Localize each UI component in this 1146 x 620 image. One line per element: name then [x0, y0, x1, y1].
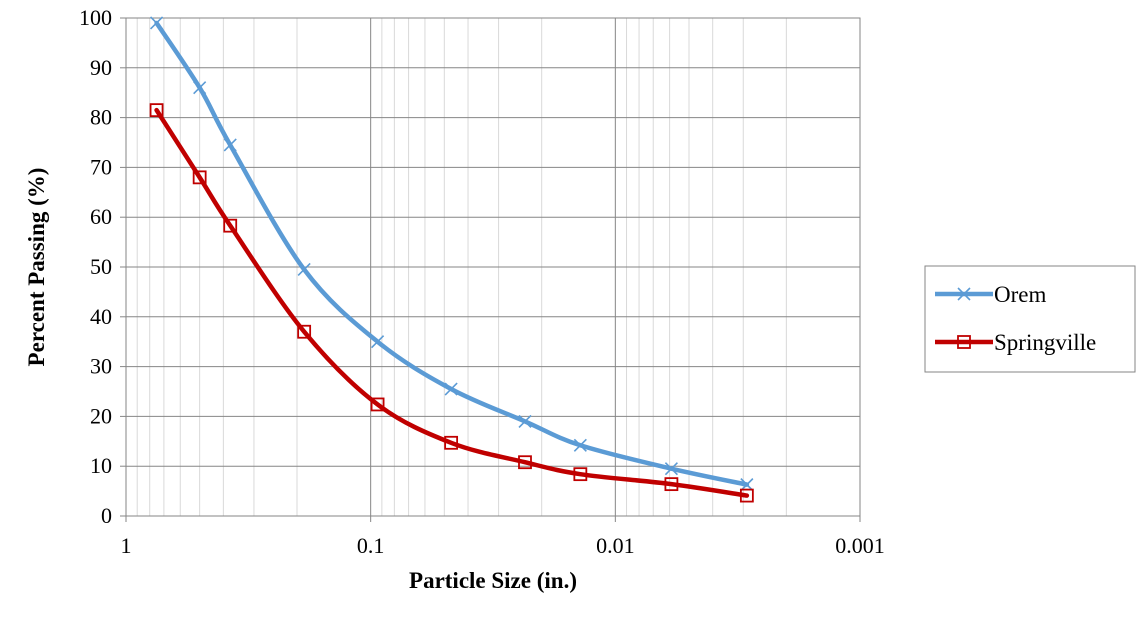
data-point-orem: [150, 16, 164, 30]
y-tick-label: 20: [90, 403, 112, 428]
y-tick-label: 100: [79, 5, 112, 30]
data-point-orem: [193, 81, 207, 95]
legend-label: Springville: [994, 330, 1096, 355]
y-axis-title: Percent Passing (%): [24, 168, 49, 367]
data-point-orem: [664, 462, 678, 476]
x-tick-label: 0.001: [835, 533, 885, 558]
y-tick-label: 40: [90, 304, 112, 329]
data-point-orem: [573, 438, 587, 452]
series-layer: [149, 16, 754, 503]
data-point-springville: [370, 397, 385, 412]
y-tick-label: 10: [90, 453, 112, 478]
data-point-orem: [518, 414, 532, 428]
data-point-springville: [223, 218, 238, 233]
series-springville: [149, 103, 754, 503]
marker-stroke: [664, 462, 678, 476]
data-point-springville: [518, 455, 532, 470]
data-point-springville: [192, 170, 207, 185]
legend-box: [924, 265, 1136, 373]
x-tick-label: 0.01: [596, 533, 635, 558]
series-orem: [150, 16, 754, 492]
legend-swatch-marker: [957, 287, 971, 301]
data-point-orem: [371, 335, 385, 349]
marker-stroke: [518, 414, 532, 428]
marker-stroke: [297, 262, 311, 277]
marker-stroke: [223, 138, 237, 152]
legend-label: Orem: [994, 282, 1046, 307]
data-point-springville: [149, 103, 164, 118]
marker-stroke: [193, 81, 207, 95]
y-tick-label: 30: [90, 354, 112, 379]
x-axis-title: Particle Size (in.): [409, 568, 577, 593]
data-point-orem: [740, 478, 754, 492]
marker-stroke: [957, 287, 971, 301]
grid-layer: [125, 17, 861, 517]
legend-item-orem: Orem: [935, 282, 1046, 307]
data-point-springville: [444, 435, 459, 450]
marker-stroke: [371, 335, 385, 349]
x-tick-label: 1: [121, 533, 132, 558]
legend-item-springville: Springville: [935, 330, 1096, 355]
data-point-orem: [297, 262, 311, 277]
y-tick-label: 60: [90, 204, 112, 229]
data-point-springville: [573, 467, 588, 482]
marker-stroke: [444, 382, 458, 396]
data-point-orem: [223, 138, 237, 152]
legend-swatch-marker: [957, 335, 971, 349]
y-tick-label: 90: [90, 55, 112, 80]
marker-stroke: [740, 478, 754, 492]
y-tick-label: 50: [90, 254, 112, 279]
series-line-orem: [154, 20, 750, 487]
tick-label-layer: 0 10 20 30 40 50 60 70 80 90 100 1 0.1 0.01 0.001: [79, 5, 885, 558]
data-point-springville: [297, 324, 312, 339]
axis-layer: [120, 17, 861, 522]
legend-items: Orem Springville: [935, 282, 1096, 355]
marker-stroke: [573, 438, 587, 452]
marker-stroke: [150, 16, 164, 30]
y-tick-label: 0: [101, 503, 112, 528]
legend: Orem Springville: [924, 265, 1136, 373]
y-tick-label: 70: [90, 154, 112, 179]
data-point-springville: [664, 477, 679, 492]
data-point-springville: [739, 488, 754, 503]
y-tick-label: 80: [90, 105, 112, 130]
series-line-springville: [154, 107, 750, 498]
data-point-orem: [444, 382, 458, 396]
x-tick-label: 0.1: [357, 533, 385, 558]
